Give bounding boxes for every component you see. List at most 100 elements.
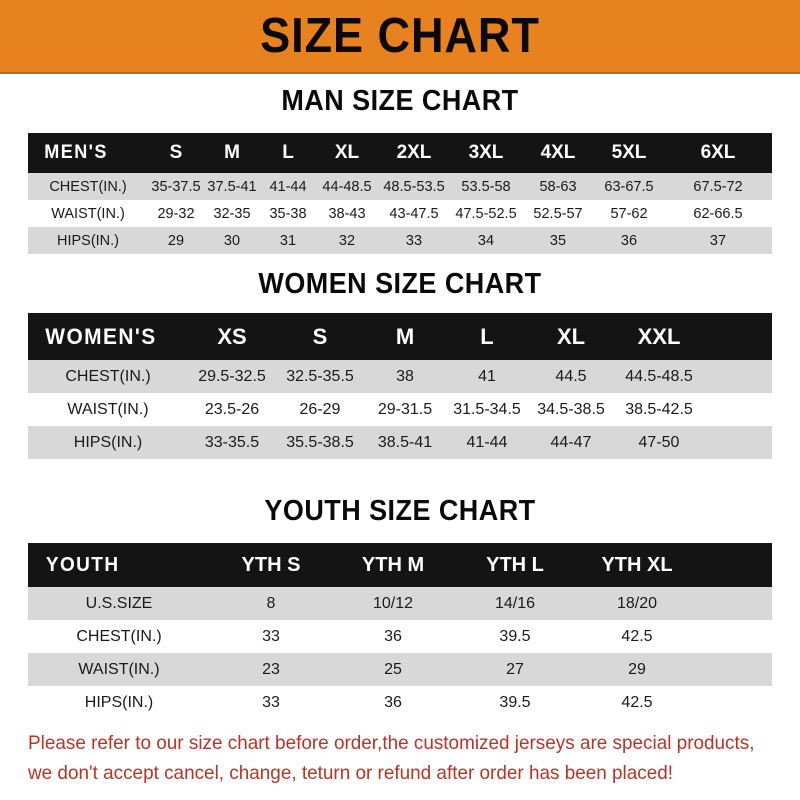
men-size-table: MEN'S S M L XL 2XL 3XL 4XL 5XL 6XL CHEST…	[28, 133, 772, 254]
women-cell-spacer	[704, 360, 772, 393]
men-col-header: 3XL	[468, 142, 504, 163]
youth-cell: 27	[506, 660, 524, 678]
youth-cell: 25	[384, 660, 402, 678]
footer-line-2: we don't accept cancel, change, teturn o…	[28, 762, 674, 785]
youth-cell: 8	[266, 594, 276, 612]
women-cell: 38.5-41	[377, 433, 433, 451]
youth-row-label: WAIST(IN.)	[78, 660, 160, 678]
youth-header-spacer	[698, 543, 772, 587]
women-cell-spacer	[704, 426, 772, 459]
men-cell: 58-63	[539, 178, 577, 195]
women-header-spacer	[704, 313, 772, 360]
men-cell: 37.5-41	[207, 178, 257, 195]
men-cell: 32	[338, 232, 356, 249]
men-cell: 63-67.5	[604, 178, 654, 195]
youth-col-header: YTH M	[361, 553, 425, 576]
men-row-label: HIPS(IN.)	[56, 232, 120, 249]
men-col-header: L	[282, 142, 294, 163]
youth-cell: 36	[384, 627, 402, 645]
men-cell: 62-66.5	[693, 205, 743, 222]
women-col-header: S	[312, 323, 328, 349]
youth-row-label: HIPS(IN.)	[84, 693, 154, 711]
women-cell: 26-29	[299, 400, 341, 418]
page-banner: SIZE CHART	[0, 0, 800, 74]
women-header-row: WOMEN'S XS S M L XL XXL	[28, 313, 772, 360]
youth-cell: 18/20	[616, 594, 658, 612]
men-cell: 32-35	[213, 205, 251, 222]
women-cell: 35.5-38.5	[286, 433, 354, 451]
men-cell: 31	[279, 232, 297, 249]
men-cell: 43-47.5	[389, 205, 439, 222]
youth-cell: 14/16	[494, 594, 536, 612]
women-size-table: WOMEN'S XS S M L XL XXL CHEST(IN.) 29.5-…	[28, 313, 772, 459]
youth-cell-spacer	[698, 587, 772, 620]
table-row: HIPS(IN.) 33 36 39.5 42.5	[28, 686, 772, 719]
table-row: CHEST(IN.) 33 36 39.5 42.5	[28, 620, 772, 653]
men-cell: 35-38	[269, 205, 307, 222]
youth-row-label: CHEST(IN.)	[76, 627, 162, 645]
page-title: SIZE CHART	[260, 8, 540, 63]
men-cell: 67.5-72	[693, 178, 743, 195]
women-cell: 29-31.5	[377, 400, 433, 418]
youth-col-header: YTH S	[241, 553, 301, 576]
women-cell: 41	[478, 367, 496, 385]
women-section-title: WOMEN SIZE CHART	[258, 268, 542, 300]
men-cell: 52.5-57	[533, 205, 583, 222]
women-cell: 44.5-48.5	[625, 367, 693, 385]
table-row: HIPS(IN.) 29 30 31 32 33 34 35 36 37	[28, 227, 772, 254]
men-col-header: S	[169, 142, 183, 163]
men-col-header: 6XL	[700, 142, 736, 163]
women-cell: 23.5-26	[204, 400, 260, 418]
table-row: WAIST(IN.) 23.5-26 26-29 29-31.5 31.5-34…	[28, 393, 772, 426]
youth-corner-label: YOUTH	[45, 553, 120, 576]
women-corner-label: WOMEN'S	[45, 323, 157, 349]
table-row: U.S.SIZE 8 10/12 14/16 18/20	[28, 587, 772, 620]
youth-cell: 42.5	[621, 627, 653, 645]
women-col-header: XS	[217, 323, 247, 349]
youth-cell: 29	[628, 660, 646, 678]
women-cell: 34.5-38.5	[537, 400, 605, 418]
youth-cell: 23	[262, 660, 280, 678]
youth-cell-spacer	[698, 620, 772, 653]
table-row: HIPS(IN.) 33-35.5 35.5-38.5 38.5-41 41-4…	[28, 426, 772, 459]
women-row-label: HIPS(IN.)	[73, 433, 143, 451]
footer-disclaimer: Please refer to our size chart before or…	[28, 728, 754, 788]
youth-cell: 39.5	[499, 627, 531, 645]
women-cell: 29.5-32.5	[198, 367, 266, 385]
women-col-header: L	[480, 323, 494, 349]
youth-cell: 42.5	[621, 693, 653, 711]
women-cell: 31.5-34.5	[453, 400, 521, 418]
men-col-header: 2XL	[396, 142, 432, 163]
men-col-header: XL	[334, 142, 360, 163]
footer-line-1: Please refer to our size chart before or…	[28, 732, 755, 754]
men-cell: 29	[167, 232, 185, 249]
men-cell: 35-37.5	[151, 178, 201, 195]
men-section-title: MAN SIZE CHART	[281, 85, 519, 117]
youth-row-label: U.S.SIZE	[85, 594, 153, 612]
women-cell: 33-35.5	[204, 433, 260, 451]
table-row: CHEST(IN.) 35-37.5 37.5-41 41-44 44-48.5…	[28, 173, 772, 200]
men-cell: 37	[709, 232, 727, 249]
men-cell: 35	[549, 232, 567, 249]
men-row-label: CHEST(IN.)	[49, 178, 127, 195]
men-cell: 41-44	[269, 178, 307, 195]
men-cell: 48.5-53.5	[383, 178, 445, 195]
youth-section-title: YOUTH SIZE CHART	[264, 495, 536, 527]
women-cell: 47-50	[638, 433, 680, 451]
youth-cell: 10/12	[372, 594, 414, 612]
women-row-label: WAIST(IN.)	[67, 400, 149, 418]
men-cell: 36	[620, 232, 638, 249]
youth-cell: 39.5	[499, 693, 531, 711]
men-cell: 29-32	[157, 205, 195, 222]
women-col-header: XL	[556, 323, 586, 349]
table-row: WAIST(IN.) 23 25 27 29	[28, 653, 772, 686]
women-cell: 32.5-35.5	[286, 367, 354, 385]
youth-col-header: YTH XL	[601, 553, 673, 576]
youth-cell-spacer	[698, 653, 772, 686]
men-cell: 34	[477, 232, 495, 249]
men-row-label: WAIST(IN.)	[51, 205, 125, 222]
men-cell: 57-62	[610, 205, 648, 222]
men-header-row: MEN'S S M L XL 2XL 3XL 4XL 5XL 6XL	[28, 133, 772, 173]
table-row: CHEST(IN.) 29.5-32.5 32.5-35.5 38 41 44.…	[28, 360, 772, 393]
